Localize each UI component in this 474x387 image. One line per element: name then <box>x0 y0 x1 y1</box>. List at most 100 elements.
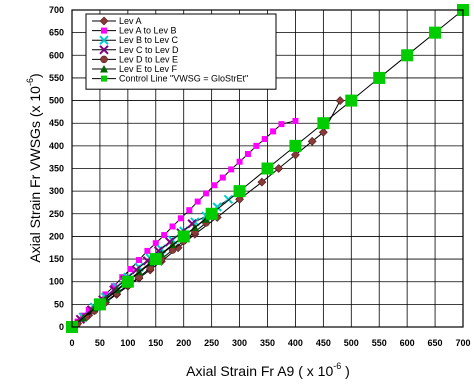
y-tick-label-8: 400 <box>49 141 64 151</box>
legend-label-6: Control Line "VWSG = GloStrEt" <box>119 74 248 84</box>
series-1-point-8 <box>136 256 143 263</box>
series-1-point-13 <box>177 215 184 222</box>
y-tick-label-12: 600 <box>49 50 64 60</box>
legend-box <box>85 13 277 90</box>
series-0-point-16 <box>257 177 267 187</box>
y-tick-label-13: 650 <box>49 28 64 38</box>
x-tick-label-4: 200 <box>176 338 191 348</box>
y-axis-title-end: ) <box>27 73 43 78</box>
series-6 <box>66 4 469 333</box>
series-1-point-19 <box>228 166 235 173</box>
y-axis-title: Axial Strain Fr VWSGs (x 10-6) <box>25 73 43 262</box>
series-5-point-8 <box>168 240 177 249</box>
legend-marker-1 <box>101 27 107 34</box>
series-6-point-13 <box>429 26 442 39</box>
series-6-point-3 <box>149 253 162 266</box>
series-0-point-17 <box>274 164 284 173</box>
legend-marker-0 <box>99 16 109 26</box>
x-tick-label-7: 350 <box>260 338 275 348</box>
series-group <box>66 4 469 333</box>
series-1-point-7 <box>127 266 134 273</box>
series-6-point-12 <box>401 49 414 62</box>
x-tick-label-9: 450 <box>316 338 331 348</box>
y-axis-title-exponent: -6 <box>25 78 35 86</box>
x-tick-label-13: 650 <box>428 338 443 348</box>
legend-label-5: Lev E to Lev F <box>119 64 178 74</box>
x-tick-label-5: 250 <box>204 338 219 348</box>
legend-marker-3 <box>99 45 109 55</box>
series-1-point-18 <box>219 174 226 181</box>
y-tick-label-0: 0 <box>59 322 64 332</box>
series-1-point-12 <box>169 223 176 230</box>
legend-label-4: Lev D to Lev E <box>119 54 178 64</box>
x-axis-title: Axial Strain Fr A9 ( x 10-6 ) <box>186 361 350 379</box>
x-axis-title-exponent: -6 <box>333 361 341 371</box>
legend-label-3: Lev C to Lev D <box>119 45 179 55</box>
series-6-point-7 <box>261 162 274 175</box>
x-tick-label-6: 300 <box>232 338 247 348</box>
series-0-point-19 <box>307 136 317 146</box>
series-6-point-1 <box>93 298 106 311</box>
y-tick-label-14: 700 <box>49 5 64 15</box>
x-axis-title-main: Axial Strain Fr A9 ( x 10 <box>186 363 333 379</box>
legend-marker-2 <box>99 35 109 45</box>
x-tick-label-0: 0 <box>69 338 74 348</box>
x-tick-label-11: 550 <box>372 338 387 348</box>
x-tick-label-3: 150 <box>148 338 163 348</box>
series-0-point-15 <box>235 194 244 204</box>
x-tick-label-14: 700 <box>455 338 470 348</box>
y-tick-labels: 0 50 100 150 200 250 300 350 400 450 500 550 600 650 7… <box>49 5 64 332</box>
series-0-point-21 <box>335 96 345 105</box>
plot-frame <box>71 9 464 328</box>
legend-label-1: Lev A to Lev B <box>119 26 177 36</box>
x-tick-label-1: 50 <box>95 338 105 348</box>
series-1-point-11 <box>161 232 168 239</box>
series-1-point-26 <box>292 117 299 124</box>
series-5-point-5 <box>135 267 144 276</box>
series-6-point-8 <box>289 139 302 152</box>
series-6-point-6 <box>233 185 246 198</box>
series-1-point-20 <box>236 158 243 165</box>
series-1-point-2 <box>85 306 92 313</box>
series-0-point-18 <box>291 150 300 160</box>
y-tick-label-5: 250 <box>49 209 64 219</box>
y-tick-label-9: 450 <box>49 118 64 128</box>
series-6-point-4 <box>177 230 190 243</box>
x-tick-label-12: 600 <box>400 338 415 348</box>
y-tick-label-2: 100 <box>49 277 64 287</box>
series-1-point-17 <box>211 182 218 189</box>
series-1-point-23 <box>261 136 268 143</box>
legend-label-2: Lev B to Lev C <box>119 35 179 45</box>
series-6-point-5 <box>205 207 218 220</box>
y-tick-label-4: 200 <box>49 231 64 241</box>
series-1-point-22 <box>253 142 260 149</box>
x-tick-label-10: 500 <box>344 338 359 348</box>
series-5-point-3 <box>112 285 121 294</box>
y-tick-label-7: 350 <box>49 164 64 174</box>
series-1-point-4 <box>102 291 109 298</box>
y-tick-label-11: 550 <box>49 73 64 83</box>
y-tick-label-6: 300 <box>49 186 64 196</box>
series-1-point-24 <box>270 128 277 135</box>
legend-label-0: Lev A <box>119 16 142 26</box>
series-1-point-9 <box>144 247 151 254</box>
series-1-point-16 <box>203 190 210 197</box>
series-6-point-2 <box>121 275 134 288</box>
y-axis-title-main: Axial Strain Fr VWSGs (x 10 <box>27 86 43 263</box>
series-6-point-9 <box>317 117 330 130</box>
x-axis-title-end: ) <box>341 363 350 379</box>
x-tick-label-8: 400 <box>288 338 303 348</box>
series-1-point-14 <box>186 207 193 214</box>
series-6-point-11 <box>373 71 386 84</box>
y-tick-label-3: 150 <box>49 254 64 264</box>
series-1-point-15 <box>194 198 201 205</box>
x-tick-label-2: 100 <box>120 338 135 348</box>
series-1-point-10 <box>152 240 159 247</box>
series-1-point-25 <box>278 121 285 128</box>
series-6-point-10 <box>345 94 358 107</box>
series-1-point-21 <box>244 151 251 158</box>
legend-marker-4 <box>100 55 108 64</box>
y-tick-label-10: 500 <box>49 96 64 106</box>
